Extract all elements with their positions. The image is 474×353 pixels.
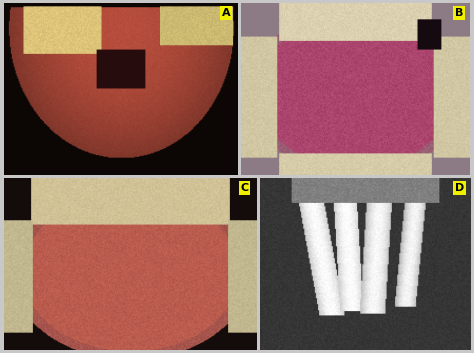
Text: C: C bbox=[240, 183, 248, 193]
Text: A: A bbox=[222, 8, 230, 18]
Text: D: D bbox=[455, 183, 464, 193]
Text: B: B bbox=[455, 8, 464, 18]
